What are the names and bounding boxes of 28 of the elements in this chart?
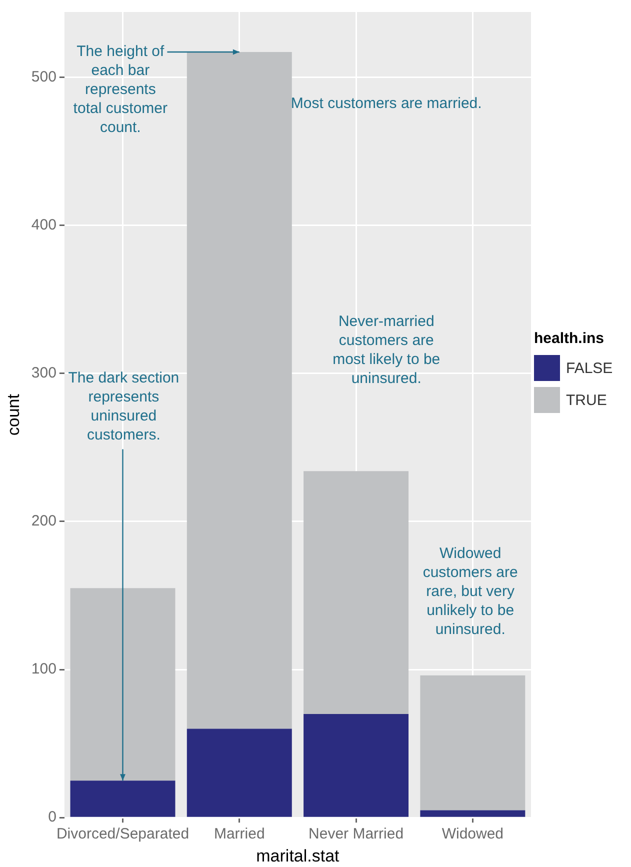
x-tick-label: Married: [214, 826, 265, 843]
legend-title: health.ins: [534, 330, 606, 347]
annotation: Most customers are married.: [290, 94, 482, 112]
annotation: The dark section represents uninsured customers.: [68, 369, 180, 444]
annotation: Widowed customers are rare, but very unlikely to be uninsured.: [422, 545, 518, 638]
y-tick-label: 100: [31, 660, 56, 678]
bar: [186, 728, 292, 817]
bar: [304, 471, 409, 714]
x-axis-title: marital.stat: [256, 846, 340, 866]
y-axis-title: count: [4, 394, 23, 436]
bar: [304, 714, 409, 817]
bar: [70, 588, 176, 781]
y-tick-label: 500: [31, 68, 56, 86]
y-tick-label: 300: [31, 364, 56, 382]
x-tick-label: Widowed: [442, 826, 504, 843]
bar: [420, 675, 526, 810]
y-tick-label: 0: [48, 808, 56, 826]
bar: [420, 810, 526, 817]
x-tick-label: Never Married: [308, 826, 404, 843]
bar: [186, 52, 292, 729]
x-tick-label: Divorced/Separated: [56, 826, 190, 843]
annotation: The height of each bar represents total customer count.: [73, 43, 168, 136]
y-tick-label: 400: [31, 216, 56, 234]
legend-label: TRUE: [566, 392, 607, 408]
y-tick-label: 200: [31, 512, 56, 530]
annotation: Never-married customers are most likely to be uninsured.: [332, 312, 440, 387]
bar: [70, 780, 176, 817]
legend-label: FALSE: [566, 360, 613, 376]
